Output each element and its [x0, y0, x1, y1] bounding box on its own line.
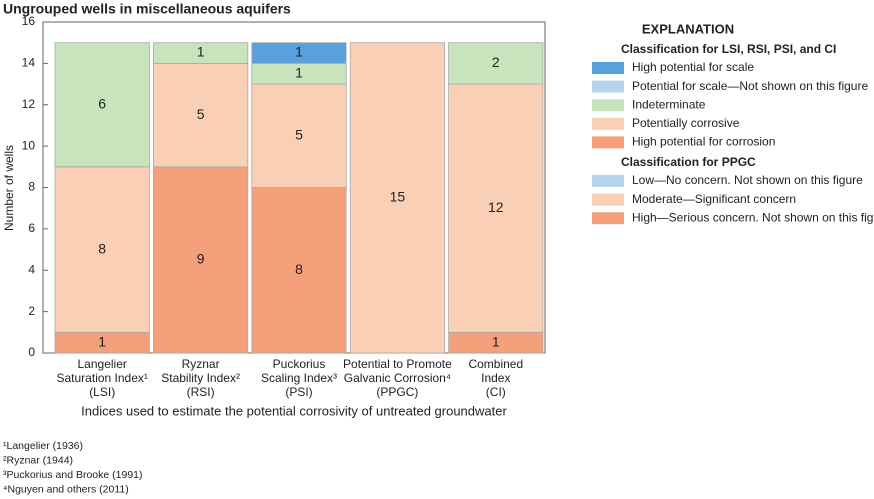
x-tick-label: Index	[481, 371, 510, 385]
y-tick-label: 2	[28, 304, 35, 318]
data-label: 8	[98, 240, 106, 256]
data-label: 6	[98, 95, 106, 111]
legend-swatch	[592, 175, 624, 187]
data-label: 5	[197, 106, 205, 122]
legend-label: Moderate—Significant concern	[632, 192, 796, 206]
data-label: 8	[295, 261, 303, 277]
legend-label: Low—No concern. Not shown on this figure	[632, 173, 863, 187]
legend-swatch	[592, 193, 624, 206]
legend-label: Potential for scale—Not shown on this fi…	[632, 79, 868, 93]
bar-segment	[251, 42, 347, 64]
legend-swatch	[592, 117, 624, 130]
y-tick-label: 0	[28, 345, 35, 359]
y-tick-label: 10	[22, 138, 36, 152]
x-tick-label: (PSI)	[285, 385, 312, 399]
legend-label: High potential for corrosion	[632, 135, 775, 149]
footnote: ⁴Nguyen and others (2011)	[3, 483, 129, 495]
legend-swatch	[592, 80, 624, 93]
bar-segment	[349, 42, 446, 354]
legend-group-title: Classification for PPGC	[621, 155, 756, 169]
bar-segment	[152, 42, 249, 64]
y-axis-label: Number of wells	[2, 145, 16, 231]
footnote: ¹Langelier (1936)	[3, 440, 83, 452]
y-tick-label: 12	[22, 97, 36, 111]
y-tick-label: 4	[28, 262, 35, 276]
legend-label: Indeterminate	[632, 97, 706, 111]
bar-segment	[251, 83, 347, 188]
bar-segment	[251, 187, 347, 354]
legend-swatch	[592, 99, 624, 112]
x-tick-label: (CI)	[486, 385, 506, 399]
x-tick-label: Stability Index²	[161, 371, 240, 385]
data-label: 15	[390, 189, 406, 205]
legend-title: EXPLANATION	[642, 21, 734, 36]
bar-segment	[152, 62, 249, 168]
x-tick-label: Ryznar	[182, 357, 220, 371]
data-label: 12	[488, 199, 504, 215]
bar-segment	[448, 83, 544, 333]
data-label: 1	[197, 44, 205, 60]
data-label: 9	[197, 251, 205, 267]
legend-swatch	[592, 212, 624, 225]
y-tick-label: 6	[28, 221, 35, 235]
x-tick-label: (RSI)	[187, 385, 215, 399]
legend-label: High—Serious concern. Not shown on this …	[632, 210, 874, 224]
data-label: 2	[492, 54, 500, 70]
footnote: ³Puckorius and Brooke (1991)	[3, 469, 143, 481]
data-label: 5	[295, 126, 303, 142]
legend-group-title: Classification for LSI, RSI, PSI, and CI	[621, 42, 836, 56]
data-label: 1	[492, 333, 500, 349]
y-tick-label: 14	[22, 56, 36, 70]
data-label: 1	[98, 333, 106, 349]
x-tick-label: Combined	[468, 357, 523, 371]
y-tick-label: 16	[22, 14, 36, 28]
legend-swatch	[592, 62, 624, 74]
bar-segment	[448, 42, 544, 85]
y-tick-label: 8	[28, 180, 35, 194]
bar-segment	[152, 166, 249, 354]
bar-segment	[54, 42, 150, 168]
x-tick-label: Langelier	[78, 357, 127, 371]
x-tick-label: Scaling Index³	[261, 371, 337, 385]
x-tick-label: Potential to Promote	[343, 357, 452, 371]
bar-segment	[54, 166, 150, 333]
legend-label: High potential for scale	[632, 60, 754, 74]
legend-swatch	[592, 136, 624, 149]
x-axis-label: Indices used to estimate the potential c…	[81, 403, 507, 418]
chart-title: Ungrouped wells in miscellaneous aquifer…	[3, 1, 291, 17]
data-label: 1	[295, 64, 303, 80]
legend-label: Potentially corrosive	[632, 116, 740, 130]
x-tick-label: (LSI)	[89, 385, 115, 399]
footnote: ²Ryznar (1944)	[3, 454, 73, 466]
x-tick-label: Puckorius	[273, 357, 326, 371]
x-tick-label: Saturation Index¹	[57, 371, 148, 385]
data-label: 1	[295, 44, 303, 60]
x-tick-label: (PPGC)	[376, 385, 418, 399]
x-tick-label: Galvanic Corrosion⁴	[344, 371, 451, 385]
